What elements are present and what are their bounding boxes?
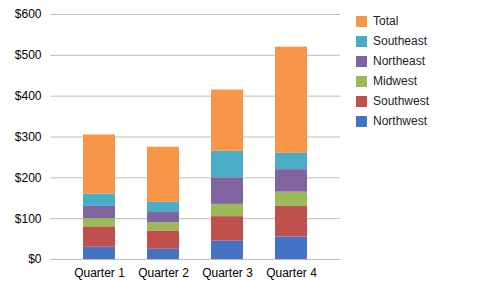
html-text:Southeast: Southeast xyxy=(373,34,427,48)
svg-text:$500: $500 xyxy=(15,48,42,62)
svg-text:Quarter 1: Quarter 1 xyxy=(74,266,125,280)
svg-text:$200: $200 xyxy=(15,171,42,185)
svg-text:Quarter 2: Quarter 2 xyxy=(138,266,189,280)
html-text:Midwest: Midwest xyxy=(373,74,417,88)
html-text:Southwest: Southwest xyxy=(373,94,429,108)
svg-text:$400: $400 xyxy=(15,89,42,103)
svg-text:Quarter 4: Quarter 4 xyxy=(266,266,317,280)
svg-text:Quarter 3: Quarter 3 xyxy=(202,266,253,280)
svg-text:$300: $300 xyxy=(15,130,42,144)
html-text:Total: Total xyxy=(373,14,399,28)
svg-text:$0: $0 xyxy=(28,252,42,266)
svg-text:$100: $100 xyxy=(15,212,42,226)
html-text:Northeast: Northeast xyxy=(373,54,425,68)
svg-text:$600: $600 xyxy=(15,7,42,21)
html-text:Northwest: Northwest xyxy=(373,114,427,128)
